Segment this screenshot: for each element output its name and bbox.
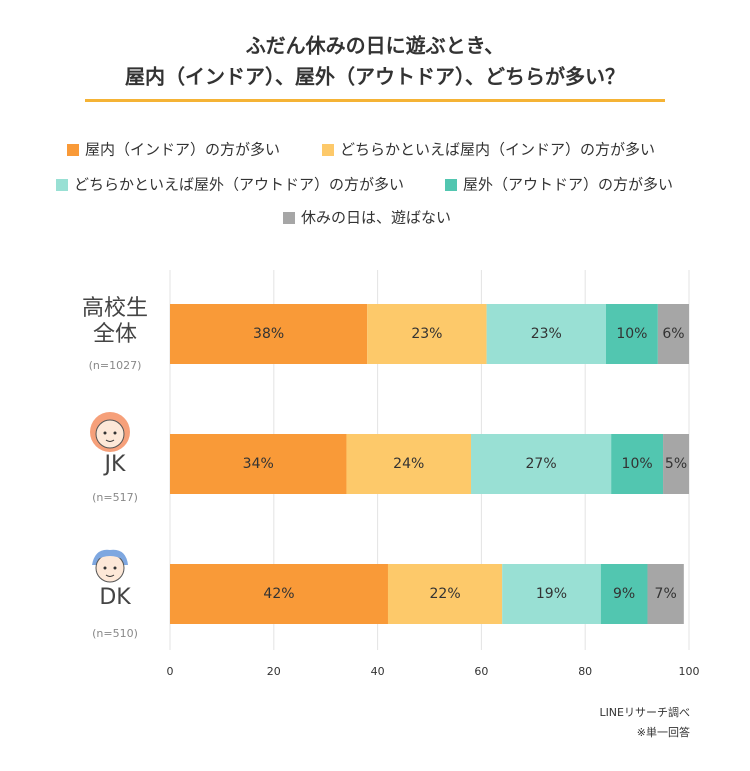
bar-segment [471, 434, 612, 494]
bar-segment [387, 564, 503, 624]
legend-label: どちらかといえば屋内（インドア）の方が多い [340, 141, 655, 159]
value-label: 27% [526, 456, 557, 472]
value-label: 23% [531, 326, 562, 342]
category-label: 高校生全体 [81, 296, 148, 347]
category-label: DK [99, 585, 131, 610]
legend-label: 屋内（インドア）の方が多い [85, 141, 280, 159]
value-label: 22% [430, 586, 461, 602]
value-label: 42% [263, 586, 294, 602]
value-label: 24% [393, 456, 424, 472]
x-tick-label: 100 [679, 665, 700, 678]
value-label: 19% [536, 586, 567, 602]
sample-size: (n=510) [92, 627, 138, 640]
chart-title: ふだん休みの日に遊ぶとき、 [246, 34, 505, 58]
value-label: 10% [622, 456, 653, 472]
value-label: 38% [253, 326, 284, 342]
value-label: 5% [665, 456, 687, 472]
sample-size: (n=1027) [88, 359, 142, 372]
bar-segment [663, 434, 689, 494]
bar-segment [605, 304, 658, 364]
x-tick-label: 20 [267, 665, 281, 678]
bar-segment [367, 304, 487, 364]
legend-swatch [56, 179, 68, 191]
value-label: 6% [662, 326, 684, 342]
bar-segment [600, 564, 648, 624]
value-label: 7% [655, 586, 677, 602]
bar-segment [170, 304, 368, 364]
category-label: JK [104, 452, 126, 477]
value-label: 10% [616, 326, 647, 342]
note: ※単一回答 [637, 725, 690, 739]
bar-segment [502, 564, 601, 624]
value-label: 23% [411, 326, 442, 342]
x-tick-label: 40 [371, 665, 385, 678]
x-tick-label: 60 [474, 665, 488, 678]
legend-swatch [445, 179, 457, 191]
bar-segment [170, 434, 347, 494]
legend-label: 休みの日は、遊ばない [301, 209, 451, 227]
legend-label: どちらかといえば屋外（アウトドア）の方が多い [74, 176, 404, 194]
title-underline [85, 99, 665, 102]
sample-size: (n=517) [92, 491, 138, 504]
value-label: 9% [613, 586, 635, 602]
dk-icon [92, 549, 128, 583]
legend-swatch [283, 212, 295, 224]
legend-swatch [67, 144, 79, 156]
legend-swatch [322, 144, 334, 156]
source: LINEリサーチ調べ [599, 705, 690, 719]
bar-segment [647, 564, 684, 624]
value-label: 34% [243, 456, 274, 472]
x-tick-label: 80 [578, 665, 592, 678]
bar-segment [346, 434, 472, 494]
chart-title: 屋内（インドア）、屋外（アウトドア）、どちらが多い？ [125, 65, 625, 89]
jk-icon [90, 412, 130, 452]
legend-label: 屋外（アウトドア）の方が多い [463, 176, 673, 194]
bar-segment [657, 304, 689, 364]
bar-segment [486, 304, 606, 364]
bar-segment [170, 564, 388, 624]
bar-segment [611, 434, 664, 494]
x-tick-label: 0 [167, 665, 174, 678]
